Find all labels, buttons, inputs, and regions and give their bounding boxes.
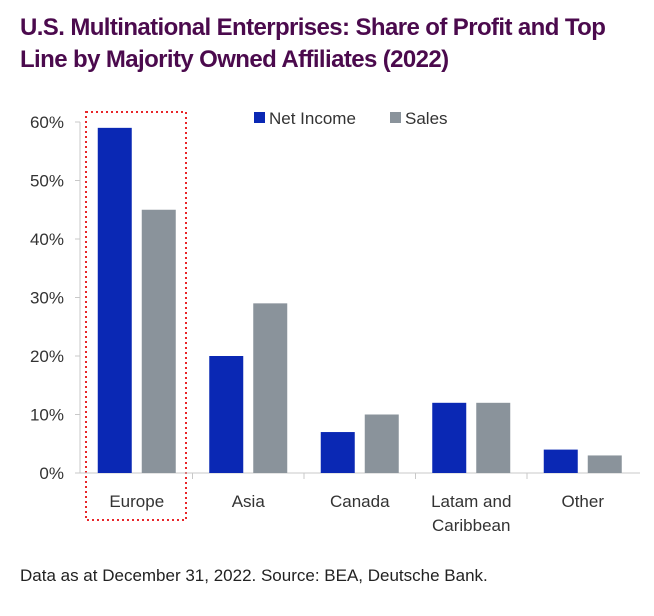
x-tick-label: Asia (232, 492, 266, 511)
bar-sales (587, 455, 622, 473)
bar-net-income (432, 402, 467, 473)
legend-label: Net Income (269, 109, 356, 128)
legend-label: Sales (405, 109, 448, 128)
x-tick-label: Caribbean (432, 516, 510, 535)
x-tick-label: Europe (109, 492, 164, 511)
legend-swatch (254, 112, 265, 123)
bar-net-income (97, 127, 132, 473)
x-tick-label: Canada (330, 492, 390, 511)
y-tick-label: 10% (30, 406, 64, 425)
legend-swatch (390, 112, 401, 123)
bar-sales (141, 209, 176, 473)
y-tick-label: 0% (39, 464, 64, 483)
chart-title: U.S. Multinational Enterprises: Share of… (20, 14, 606, 73)
bar-net-income (320, 432, 355, 473)
y-tick-label: 20% (30, 347, 64, 366)
bar-sales (476, 402, 511, 473)
bar-net-income (209, 356, 244, 473)
highlight-box (85, 111, 187, 521)
x-tick-label: Other (561, 492, 604, 511)
bar-sales (253, 303, 288, 473)
y-tick-label: 30% (30, 289, 64, 308)
footnote: Data as at December 31, 2022. Source: BE… (20, 566, 488, 585)
bar-net-income (543, 449, 578, 473)
x-tick-label: Latam and (431, 492, 511, 511)
y-tick-label: 50% (30, 172, 64, 191)
y-tick-label: 40% (30, 230, 64, 249)
bar-sales (364, 414, 399, 473)
y-tick-label: 60% (30, 113, 64, 132)
